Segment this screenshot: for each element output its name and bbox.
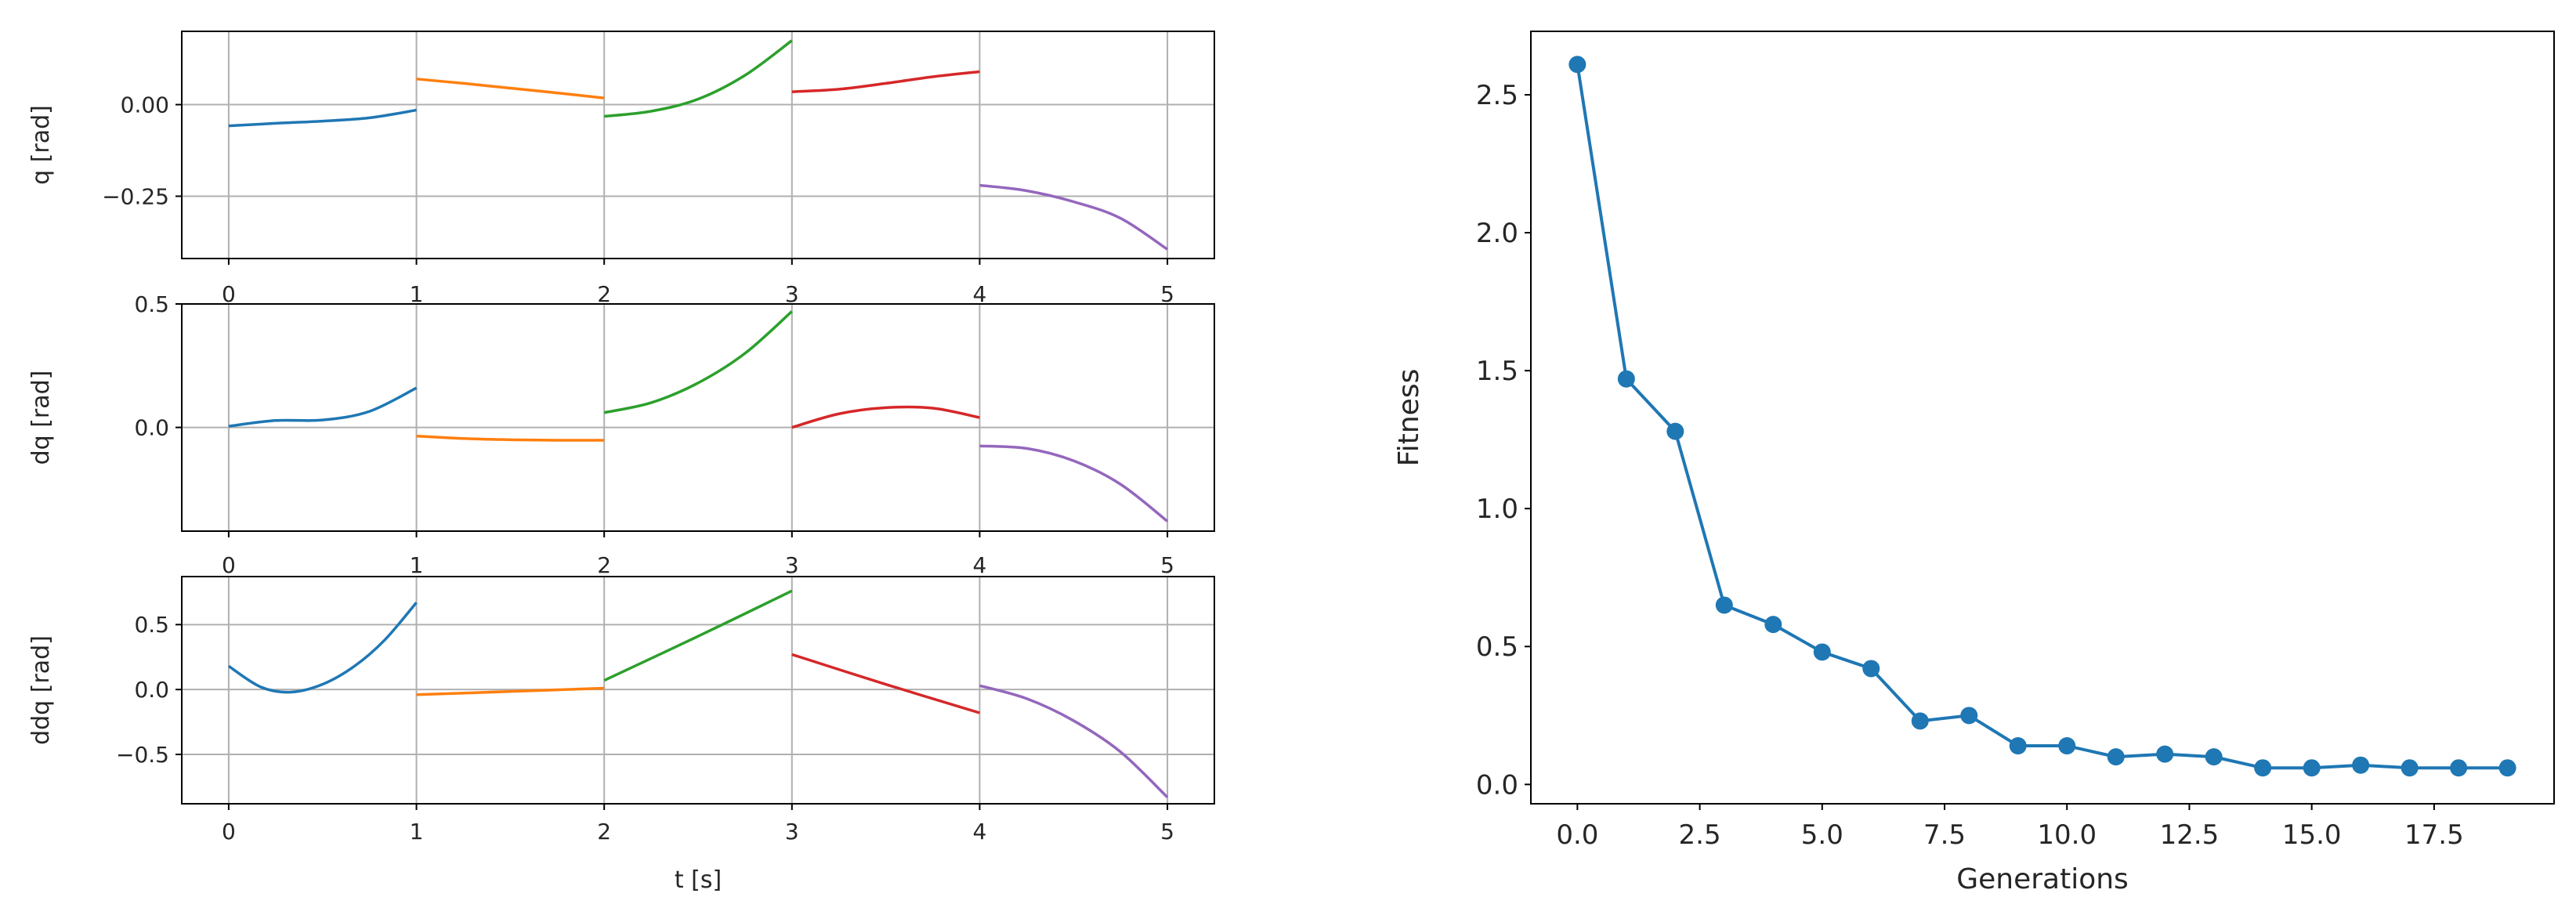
ddq-ytick-label-0: 0.5	[134, 612, 169, 638]
ddq-series-line-0	[227, 602, 418, 694]
fitness-ylabel: Fitness	[1393, 369, 1425, 467]
fitness-ytick-label-1: 0.5	[1476, 631, 1518, 663]
dq-xtick-label-0: 0	[222, 552, 236, 578]
fitness-data-point-11	[2107, 748, 2125, 766]
dq-axes-frame	[181, 303, 1215, 532]
fitness-data-point-12	[2156, 745, 2174, 763]
q-xtick-label-0: 0	[222, 281, 236, 307]
dq-series-line-4	[979, 444, 1169, 523]
q-xtick-label-4: 4	[973, 281, 987, 307]
q-series-line-0	[228, 108, 417, 128]
q-series-line-3	[791, 70, 980, 93]
fitness-data-point-9	[2009, 737, 2027, 755]
dq-xtick-label-1: 1	[410, 552, 424, 578]
ddq-ytick-label-1: 0.0	[134, 677, 169, 703]
ddq-series-line-2	[603, 589, 793, 682]
fitness-data-point-10	[2058, 737, 2076, 755]
fitness-xtick-label-1: 2.5	[1679, 819, 1721, 851]
dq-ytick-label-0: 0.5	[134, 291, 169, 317]
fitness-xtick-label-6: 15.0	[2282, 819, 2342, 851]
dq-ytick-label-1: 0.0	[134, 414, 169, 440]
fitness-data-point-17	[2401, 759, 2419, 777]
fitness-data-point-16	[2352, 756, 2370, 774]
fitness-xtick-label-2: 5.0	[1801, 819, 1843, 851]
fitness-data-point-0	[1568, 56, 1586, 74]
ddq-xtick-label-0: 0	[222, 819, 236, 844]
ddq-ytick-label-2: −0.5	[116, 742, 169, 768]
q-xtick-label-5: 5	[1160, 281, 1174, 307]
fitness-xtick-label-4: 10.0	[2037, 819, 2097, 851]
q-xtick-label-2: 2	[597, 281, 611, 307]
fitness-data-point-19	[2498, 759, 2516, 777]
dq-xtick-label-3: 3	[785, 552, 799, 578]
fitness-axes-frame	[1530, 31, 2555, 805]
dq-series-line-3	[791, 405, 980, 429]
ddq-xtick-label-5: 5	[1160, 819, 1174, 844]
q-ylabel: q [rad]	[27, 105, 55, 185]
ddq-xtick-label-3: 3	[785, 819, 799, 844]
fitness-data-point-7	[1911, 712, 1929, 730]
q-ytick-label-0: 0.00	[121, 92, 169, 118]
fitness-data-point-4	[1764, 616, 1782, 634]
fitness-data-point-1	[1617, 370, 1635, 388]
fitness-xtick-label-7: 17.5	[2404, 819, 2464, 851]
fitness-data-point-8	[1960, 707, 1978, 725]
fitness-ytick-label-3: 1.5	[1476, 356, 1518, 387]
fitness-ytick-label-5: 2.5	[1476, 80, 1518, 111]
fitness-xtick-label-3: 7.5	[1923, 819, 1966, 851]
q-xtick-label-1: 1	[410, 281, 424, 307]
fitness-xtick-label-5: 12.5	[2160, 819, 2220, 851]
q-series-line-1	[416, 78, 605, 99]
dq-xtick-label-4: 4	[973, 552, 987, 578]
q-series-line-2	[603, 39, 793, 118]
dq-series-line-0	[228, 386, 418, 428]
dq-xtick-label-2: 2	[597, 552, 611, 578]
q-xtick-label-3: 3	[785, 281, 799, 307]
ddq-ylabel: ddq [rad]	[27, 635, 55, 745]
fitness-xlabel: Generations	[1956, 863, 2129, 895]
dq-xtick-label-5: 5	[1160, 552, 1174, 578]
dq-series-line-2	[603, 310, 793, 414]
fitness-data-point-6	[1862, 660, 1880, 678]
fitness-ytick-label-2: 1.0	[1476, 494, 1518, 525]
panel-q-position: 0 1 2 3 4 5 0.00 −0.25 q [rad]	[27, 31, 1215, 307]
fitness-ytick-label-0: 0.0	[1476, 769, 1518, 801]
fitness-data-point-14	[2254, 759, 2272, 777]
fitness-xtick-label-0: 0.0	[1556, 819, 1598, 851]
ddq-xtick-label-2: 2	[597, 819, 611, 844]
ddq-series-line-3	[791, 653, 980, 714]
fitness-data-point-13	[2205, 748, 2223, 766]
q-series-line-4	[979, 183, 1169, 251]
fitness-ytick-label-4: 2.0	[1476, 218, 1518, 249]
ddq-xtick-label-4: 4	[973, 819, 987, 844]
dq-ylabel: dq [rad]	[27, 371, 55, 465]
panel-ddq-acceleration: 0 1 2 3 4 5 0.5 0.0 −0.5 ddq [rad] t [s]	[27, 576, 1215, 894]
ddq-xlabel: t [s]	[675, 866, 722, 894]
fitness-data-point-15	[2303, 759, 2321, 777]
panel-dq-velocity: 0 1 2 3 4 5 0.5 0.0 dq [rad]	[27, 291, 1215, 578]
fitness-data-point-5	[1813, 643, 1831, 661]
fitness-data-point-18	[2450, 759, 2468, 777]
fitness-data-point-2	[1666, 422, 1684, 440]
dq-series-line-1	[416, 434, 605, 442]
q-axes-frame	[181, 31, 1215, 259]
ddq-series-line-4	[979, 684, 1169, 798]
ddq-series-line-1	[416, 686, 605, 696]
q-ytick-label-1: −0.25	[102, 183, 169, 209]
fitness-data-point-3	[1715, 596, 1733, 614]
ddq-xtick-label-1: 1	[410, 819, 424, 844]
panel-fitness-vs-generations: 0.0 2.5 5.0 7.5 10.0 12.5 15.0 17.5 0.0 0.5 1.0 1.5…	[1393, 31, 2555, 895]
